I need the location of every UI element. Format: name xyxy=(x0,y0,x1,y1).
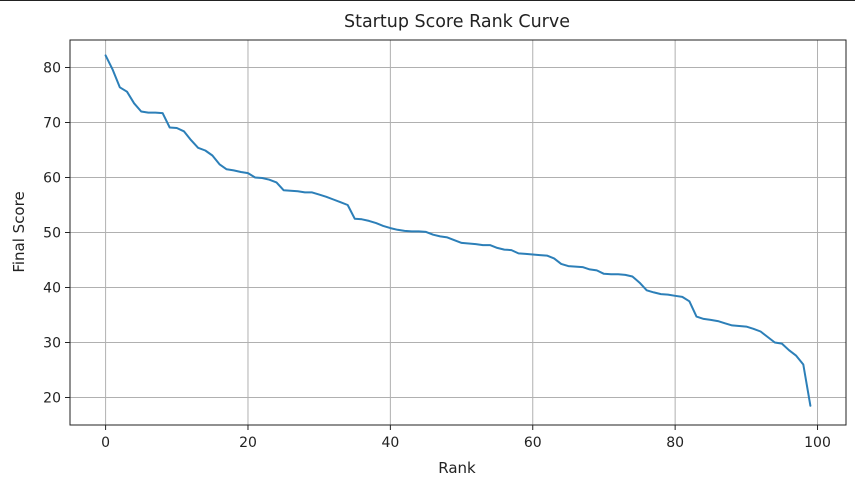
y-tick-label: 50 xyxy=(43,226,61,242)
y-tick-label: 30 xyxy=(43,336,61,352)
x-tick-label: 80 xyxy=(666,435,684,451)
y-tick-label: 80 xyxy=(43,61,61,77)
y-tick-label: 40 xyxy=(43,281,61,297)
top-border-line xyxy=(0,0,855,1)
chart-title: Startup Score Rank Curve xyxy=(344,12,570,32)
axis-ticks: 0 20 40 60 80 100 20 30 40 50 60 70 80 xyxy=(43,61,831,452)
x-tick-label: 20 xyxy=(239,435,257,451)
series-line xyxy=(104,54,812,407)
x-tick-label: 60 xyxy=(524,435,542,451)
x-tick-label: 40 xyxy=(381,435,399,451)
x-tick-label: 100 xyxy=(804,435,831,451)
grid-lines xyxy=(70,40,846,425)
y-axis-title: Final Score xyxy=(10,191,28,272)
y-tick-label: 70 xyxy=(43,116,61,132)
x-tick-label: 0 xyxy=(101,435,110,451)
x-axis-title: Rank xyxy=(438,459,476,477)
y-tick-label: 60 xyxy=(43,171,61,187)
y-tick-label: 20 xyxy=(43,391,61,407)
